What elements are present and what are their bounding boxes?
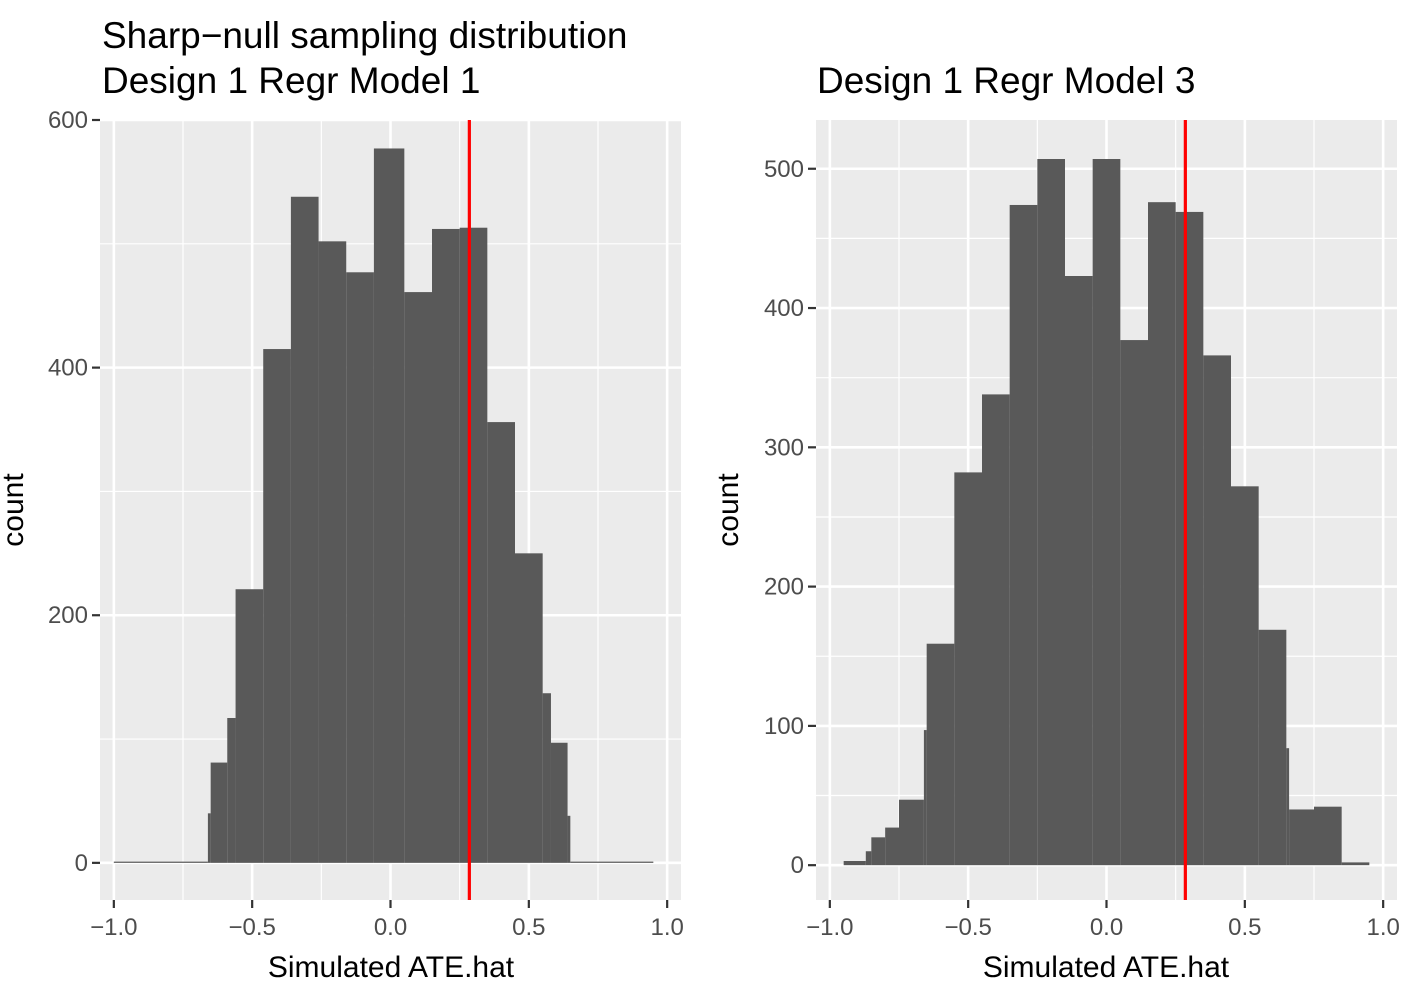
histogram-bar <box>207 813 211 863</box>
histogram-bar <box>923 730 927 866</box>
histogram-bar <box>954 472 982 866</box>
y-tick-label: 600 <box>48 107 88 134</box>
y-tick-label: 200 <box>48 602 88 629</box>
x-tick-label: 1.0 <box>650 914 683 941</box>
histogram-bar <box>1231 486 1259 866</box>
x-tick-label: 0.0 <box>1090 914 1123 941</box>
x-tick-label: −0.5 <box>228 914 275 941</box>
y-axis-title: count <box>0 473 30 547</box>
histogram-bar <box>871 837 886 866</box>
histogram-bar <box>318 241 347 863</box>
x-tick-label: 0.0 <box>374 914 407 941</box>
histogram-bar <box>373 148 405 863</box>
x-tick-label: 1.0 <box>1366 914 1399 941</box>
x-axis-title: Simulated ATE.hat <box>983 951 1230 984</box>
x-tick-label: 0.5 <box>512 914 545 941</box>
x-axis-title: Simulated ATE.hat <box>268 951 515 984</box>
x-axis: −1.0 −0.5 0.0 0.5 1.0 <box>806 900 1400 941</box>
histogram-bar <box>1175 211 1204 866</box>
histogram-bar <box>235 589 264 863</box>
histogram-bar <box>982 394 1010 866</box>
histogram-bar <box>1009 204 1038 866</box>
histogram-panel-model-1: Sharp−null sampling distribution Design … <box>0 15 684 984</box>
y-tick-label: 0 <box>75 850 88 877</box>
histogram-bar <box>227 718 236 863</box>
x-tick-label: −0.5 <box>944 914 991 941</box>
histogram-bar <box>1148 202 1176 866</box>
x-axis: −1.0 −0.5 0.0 0.5 1.0 <box>90 900 684 941</box>
histogram-bar <box>1289 809 1314 866</box>
y-tick-label: 100 <box>764 713 804 740</box>
y-tick-label: 400 <box>48 355 88 382</box>
x-tick-label: −1.0 <box>806 914 853 941</box>
x-tick-label: 0.5 <box>1228 914 1261 941</box>
histogram-bar <box>567 815 571 863</box>
histogram-bar <box>570 861 654 863</box>
histogram-bar <box>487 422 515 863</box>
y-axis: 0 100 200 300 400 500 <box>764 156 816 879</box>
histogram-bar <box>899 799 924 866</box>
histogram-bar <box>1203 355 1231 866</box>
y-tick-label: 0 <box>791 852 804 879</box>
chart-subtitle: Design 1 Regr Model 1 <box>102 60 480 101</box>
chart-title: Design 1 Regr Model 3 <box>817 60 1195 101</box>
x-tick-label: −1.0 <box>90 914 137 941</box>
histogram-bar <box>432 228 460 863</box>
histogram-bar <box>1065 276 1093 866</box>
y-axis-title: count <box>712 473 745 547</box>
histogram-bars <box>843 159 1370 866</box>
histogram-bar <box>542 693 551 863</box>
histogram-bar <box>1314 806 1342 866</box>
histogram-bar <box>1258 629 1287 866</box>
y-tick-label: 500 <box>764 156 804 183</box>
y-axis: 0 200 400 600 <box>48 107 100 877</box>
histogram-bar <box>1092 159 1121 866</box>
histogram-bar <box>113 861 208 863</box>
histogram-panel-model-3: Design 1 Regr Model 3 0 100 200 300 400 500 −… <box>712 60 1400 984</box>
histogram-bar <box>290 196 319 863</box>
chart-title: Sharp−null sampling distribution <box>102 15 628 56</box>
histogram-bar <box>263 349 291 863</box>
histogram-bar <box>346 272 374 863</box>
y-tick-label: 200 <box>764 574 804 601</box>
histogram-bar <box>1286 748 1290 866</box>
histogram-bar <box>459 227 488 863</box>
histogram-bar <box>1120 340 1148 866</box>
histogram-bar <box>926 643 955 866</box>
histogram-bar <box>550 742 568 863</box>
y-tick-label: 300 <box>764 434 804 461</box>
histogram-bar <box>843 861 866 866</box>
histogram-bar <box>885 827 899 866</box>
histogram-bar <box>515 553 543 863</box>
histogram-bar <box>1341 862 1370 866</box>
y-tick-label: 400 <box>764 295 804 322</box>
histogram-bar <box>865 851 872 866</box>
histogram-bar <box>210 762 228 863</box>
histogram-bars <box>113 148 654 863</box>
histogram-bar <box>1037 159 1065 866</box>
histogram-bar <box>404 292 432 863</box>
